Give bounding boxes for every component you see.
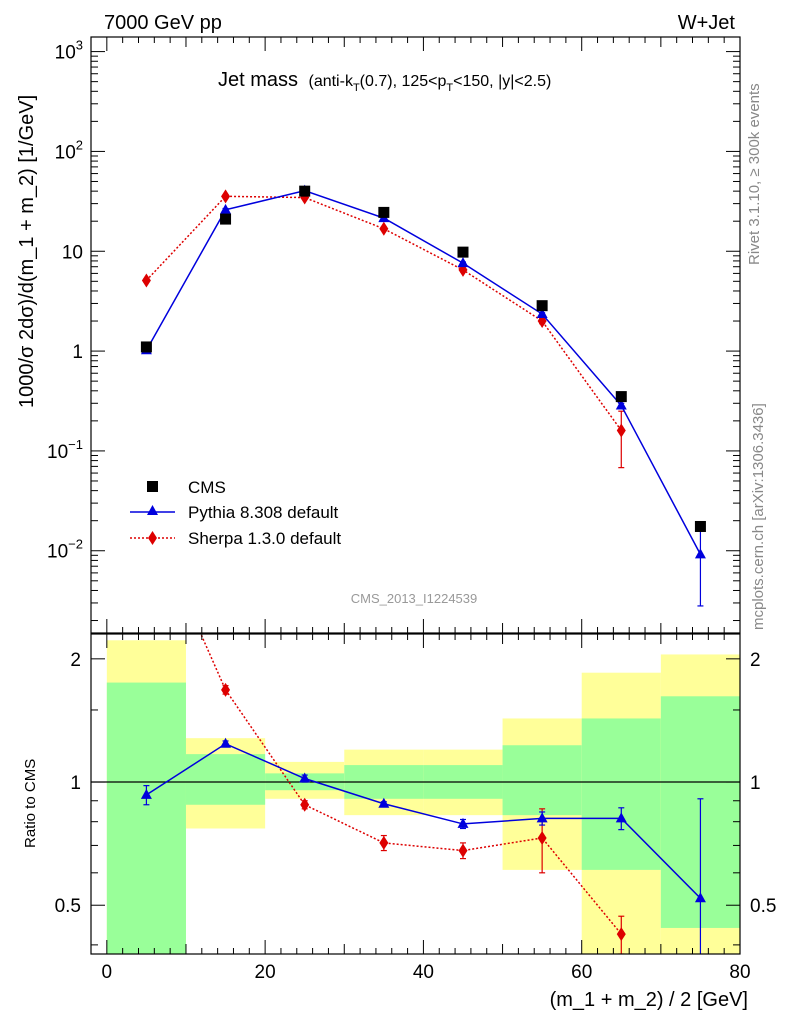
ratio-pythia-point — [457, 817, 469, 828]
ratio-sherpa-point — [537, 830, 547, 845]
plot-title: Jet mass (anti-kT(0.7), 125<pT<150, |y|<… — [218, 69, 551, 94]
ratio-series — [140, 634, 706, 954]
ratio-band-stat — [106, 682, 186, 954]
mcplots-label: mcplots.cern.ch [arXiv:1306.3436] — [750, 403, 767, 630]
ratio-band-stat — [185, 754, 266, 805]
ratio-band-stat — [502, 745, 582, 816]
rivet-version-label: Rivet 3.1.10, ≥ 300k events — [746, 83, 763, 265]
ratio-sherpa-point — [616, 927, 626, 942]
cms-point — [378, 206, 390, 218]
xtick-label: 60 — [571, 962, 592, 983]
ratio-pythia-point — [378, 797, 390, 808]
ratio-pythia-point — [220, 737, 232, 748]
ratio-frame — [90, 633, 741, 955]
legend-label-sherpa: Sherpa 1.3.0 default — [188, 529, 341, 548]
sherpa-point — [379, 221, 389, 236]
ratio-pythia-point — [536, 812, 548, 823]
pythia-point — [457, 257, 469, 268]
xtick-label: 40 — [413, 962, 434, 983]
ratio-uncertainty-bands — [91, 640, 740, 954]
ratio-pythia-point — [140, 788, 152, 799]
ratio-pythia-point — [615, 812, 627, 823]
xtick-label: 80 — [729, 962, 750, 983]
watermark: CMS_2013_I1224539 — [351, 591, 478, 606]
pythia-line — [145, 189, 702, 555]
main-ytick-label: 1 — [72, 342, 83, 363]
legend-marker-pythia — [147, 505, 158, 515]
sherpa-point — [141, 273, 151, 288]
legend-label-pythia: Pythia 8.308 default — [188, 503, 339, 522]
process-label: W+Jet — [678, 12, 736, 34]
main-frame — [90, 36, 741, 634]
ratio-sherpa-point — [458, 843, 468, 858]
ratio-ytick-label-right: 2 — [750, 650, 761, 671]
ratio-ytick-label-right: 1 — [750, 773, 761, 794]
sherpa-point — [221, 189, 231, 204]
cms-point — [299, 185, 311, 197]
main-ytick-label: 103 — [55, 38, 83, 64]
ratio-pythia-line — [145, 742, 701, 899]
legend-marker-cms — [147, 481, 158, 492]
ratio-ytick-label: 2 — [70, 650, 81, 671]
ratio-ytick-label: 0.5 — [55, 896, 81, 917]
pythia-point — [536, 308, 548, 319]
ratio-sherpa-point — [379, 835, 389, 850]
cms-point — [220, 213, 232, 225]
xtick-label: 20 — [255, 962, 276, 983]
ratio-ytick-label-right: 0.5 — [750, 896, 776, 917]
main-ytick-label: 10 — [62, 242, 83, 263]
ratio-pythia-point — [299, 772, 311, 783]
legend: CMS Pythia 8.308 default Sherpa 1.3.0 de… — [130, 478, 341, 548]
main-series — [140, 184, 706, 607]
legend-marker-sherpa — [148, 531, 157, 545]
energy-label: 7000 GeV pp — [104, 12, 222, 34]
ratio-pythia-point — [694, 892, 706, 903]
main-ytick-label: 102 — [55, 137, 83, 163]
cms-point — [140, 341, 152, 353]
cms-point — [457, 246, 469, 258]
plot-title-main: Jet mass — [218, 69, 298, 91]
cms-point — [615, 391, 627, 403]
sherpa-point — [616, 423, 626, 438]
ratio-ytick-label: 1 — [70, 773, 81, 794]
legend-label-cms: CMS — [188, 478, 226, 497]
pythia-point — [615, 399, 627, 410]
plot-title-sub: (anti-kT(0.7), 125<pT<150, |y|<2.5) — [308, 73, 551, 94]
x-axis-label: (m_1 + m_2) / 2 [GeV] — [550, 989, 748, 1011]
pythia-point — [220, 203, 232, 214]
cms-point — [694, 520, 706, 532]
ratio-y-axis-label: Ratio to CMS — [22, 759, 39, 848]
main-ytick-label: 10−2 — [47, 537, 83, 563]
pythia-point — [694, 548, 706, 559]
cms-point — [536, 300, 548, 312]
ratio-sherpa-point — [221, 682, 231, 697]
main-ytick-label: 10−1 — [47, 437, 83, 463]
xtick-label: 0 — [102, 962, 113, 983]
ratio-sherpa-point — [300, 797, 310, 812]
y-axis-label: 1000/σ 2dσ)/d(m_1 + m_2) [1/GeV] — [16, 95, 38, 408]
